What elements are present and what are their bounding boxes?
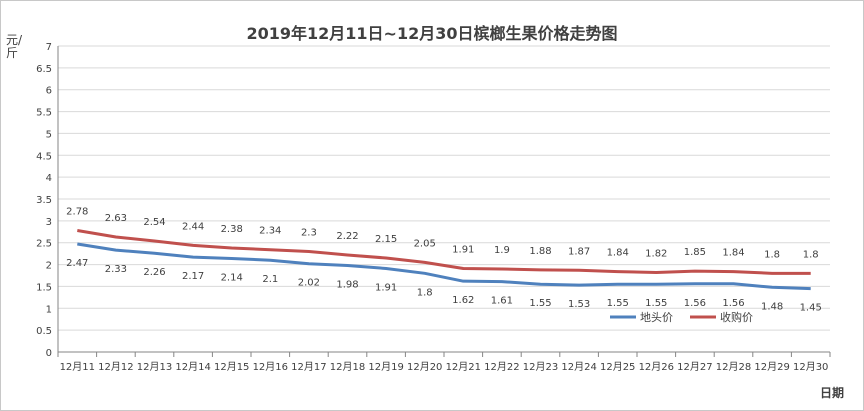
y-tick-label: 3 bbox=[46, 217, 52, 228]
x-tick-label: 12月22 bbox=[484, 361, 519, 373]
data-label: 1.45 bbox=[800, 303, 822, 314]
y-tick-label: 7 bbox=[46, 42, 52, 53]
y-tick-label: 1.5 bbox=[36, 282, 52, 293]
x-tick-label: 12月28 bbox=[716, 361, 751, 373]
data-label: 1.98 bbox=[336, 279, 358, 290]
y-tick-label: 5 bbox=[46, 129, 52, 140]
data-label: 2.38 bbox=[221, 224, 243, 235]
data-label: 2.63 bbox=[105, 213, 127, 224]
y-tick-label: 5.5 bbox=[36, 108, 52, 119]
data-label: 2.22 bbox=[336, 231, 358, 242]
data-label: 2.26 bbox=[143, 267, 165, 278]
y-tick-label: 2 bbox=[46, 261, 52, 272]
data-label: 2.78 bbox=[66, 206, 88, 217]
y-tick-label: 0 bbox=[46, 348, 52, 359]
data-label: 2.17 bbox=[182, 271, 204, 282]
x-tick-label: 12月12 bbox=[98, 361, 133, 373]
x-tick-label: 12月18 bbox=[330, 361, 365, 373]
data-label: 2.15 bbox=[375, 234, 397, 245]
x-tick-label: 12月19 bbox=[368, 361, 403, 373]
data-label: 1.55 bbox=[607, 298, 629, 309]
data-label: 1.87 bbox=[568, 246, 590, 257]
y-axis-label: 元/斤 bbox=[6, 33, 23, 60]
data-label: 1.84 bbox=[607, 248, 629, 259]
data-label: 1.85 bbox=[684, 247, 706, 258]
data-label: 1.8 bbox=[764, 249, 780, 260]
series-line-2 bbox=[77, 228, 811, 275]
data-label: 2.05 bbox=[414, 238, 436, 249]
y-tick-label: 6.5 bbox=[36, 64, 52, 75]
data-label: 1.9 bbox=[494, 245, 510, 256]
data-label: 1.56 bbox=[684, 298, 706, 309]
data-label: 1.84 bbox=[722, 248, 744, 259]
x-tick-label: 12月27 bbox=[677, 361, 712, 373]
data-label: 2.33 bbox=[105, 264, 127, 275]
y-tick-label: 0.5 bbox=[36, 326, 52, 337]
y-tick-label: 6 bbox=[46, 86, 52, 97]
x-tick-label: 12月24 bbox=[561, 361, 596, 373]
x-tick-label: 12月13 bbox=[137, 361, 172, 373]
data-label: 1.62 bbox=[452, 295, 474, 306]
x-tick-label: 12月25 bbox=[600, 361, 635, 373]
data-label: 2.54 bbox=[143, 217, 165, 228]
x-tick-label: 12月14 bbox=[175, 361, 210, 373]
x-tick-label: 12月15 bbox=[214, 361, 249, 373]
data-label: 1.82 bbox=[645, 248, 667, 259]
data-label: 2.34 bbox=[259, 226, 281, 237]
y-tick-label: 3.5 bbox=[36, 195, 52, 206]
x-axis-label: 日期 bbox=[819, 386, 844, 400]
x-tick-label: 12月17 bbox=[291, 361, 326, 373]
data-label: 2.1 bbox=[262, 274, 278, 285]
x-tick-label: 12月21 bbox=[446, 361, 481, 373]
data-label: 1.91 bbox=[452, 245, 474, 256]
y-tick-label: 4 bbox=[46, 173, 52, 184]
x-tick-label: 12月26 bbox=[639, 361, 674, 373]
data-label: 1.55 bbox=[529, 298, 551, 309]
y-tick-label: 2.5 bbox=[36, 239, 52, 250]
data-label: 2.14 bbox=[221, 272, 243, 283]
data-label: 1.48 bbox=[761, 301, 783, 312]
y-tick-label: 4.5 bbox=[36, 151, 52, 162]
x-tick-label: 12月23 bbox=[523, 361, 558, 373]
data-label: 2.44 bbox=[182, 221, 204, 232]
data-label: 1.8 bbox=[417, 287, 433, 298]
data-label: 2.02 bbox=[298, 278, 320, 289]
x-tick-label: 12月20 bbox=[407, 361, 442, 373]
chart-title: 2019年12月11日~12月30日槟榔生果价格走势图 bbox=[246, 24, 618, 43]
x-tick-label: 12月29 bbox=[754, 361, 789, 373]
x-tick-label: 12月11 bbox=[60, 361, 95, 373]
data-label: 1.55 bbox=[645, 298, 667, 309]
x-tick-label: 12月16 bbox=[253, 361, 288, 373]
data-label: 2.47 bbox=[66, 258, 88, 269]
data-label: 1.88 bbox=[529, 246, 551, 257]
data-label: 1.8 bbox=[803, 249, 819, 260]
legend-label: 地头价 bbox=[640, 311, 673, 324]
x-tick-label: 12月30 bbox=[793, 361, 828, 373]
series-line-1 bbox=[77, 242, 811, 291]
data-label: 1.56 bbox=[722, 298, 744, 309]
data-label: 1.53 bbox=[568, 299, 590, 310]
legend-label: 收购价 bbox=[720, 310, 753, 324]
y-tick-label: 1 bbox=[46, 304, 52, 315]
data-label: 2.3 bbox=[301, 227, 317, 238]
data-label: 1.91 bbox=[375, 283, 397, 294]
data-label: 1.61 bbox=[491, 296, 513, 307]
